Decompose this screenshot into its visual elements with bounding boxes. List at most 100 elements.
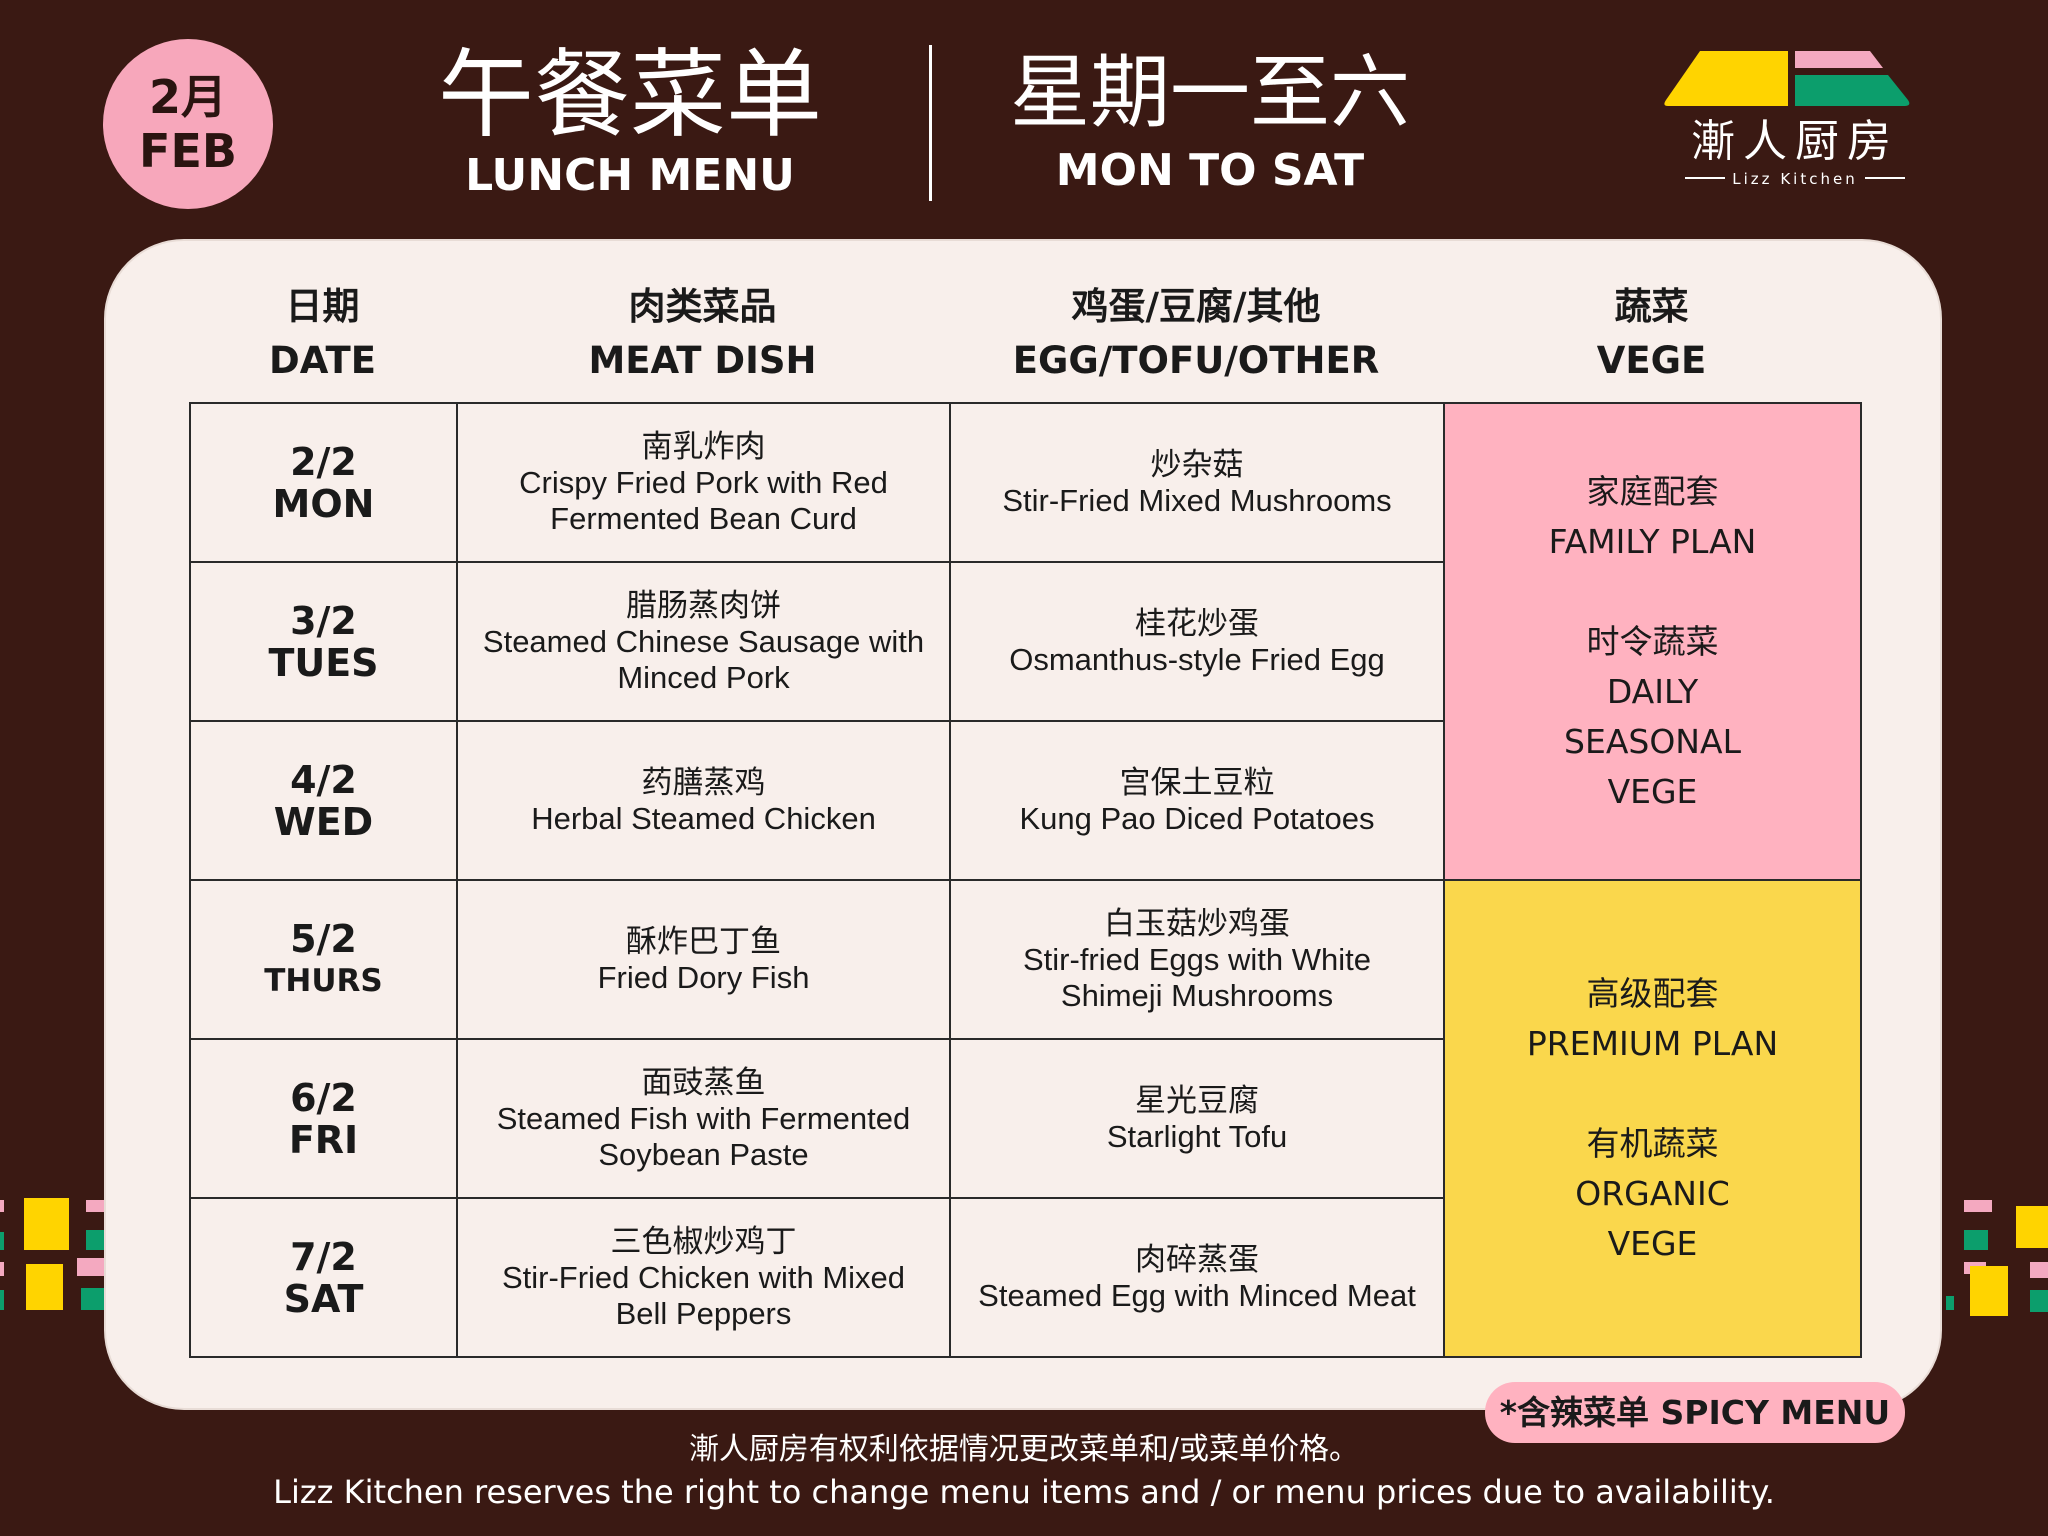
other-name-cn: 宫保土豆粒 <box>1119 764 1275 800</box>
days-en: MON TO SAT <box>1055 145 1365 196</box>
date: 6/2 <box>290 1075 357 1120</box>
other-name-en: Osmanthus-style Fried Egg <box>1009 641 1385 677</box>
header-vege: 蔬菜 VEGE <box>1443 280 1860 388</box>
vege-cn: 时令蔬菜 <box>1586 621 1719 661</box>
other-name-cn: 桂花炒蛋 <box>1135 605 1259 641</box>
weekday: THURS <box>264 962 383 999</box>
header-other: 鸡蛋/豆腐/其他 EGG/TOFU/OTHER <box>949 280 1443 388</box>
other-name-en: Stir-Fried Mixed Mushrooms <box>1002 482 1392 518</box>
other-cell: 肉碎蒸蛋 Steamed Egg with Minced Meat <box>949 1197 1445 1358</box>
other-cell: 桂花炒蛋 Osmanthus-style Fried Egg <box>949 561 1445 722</box>
vege-en: SEASONAL <box>1564 721 1741 761</box>
meat-name-cn: 酥炸巴丁鱼 <box>626 923 781 959</box>
title-divider <box>929 45 932 201</box>
meat-name-cn: 三色椒炒鸡丁 <box>610 1223 797 1259</box>
header-meat: 肉类菜品 MEAT DISH <box>456 280 949 388</box>
other-cell: 炒杂菇 Stir-Fried Mixed Mushrooms <box>949 402 1445 563</box>
weekday: SAT <box>283 1276 364 1321</box>
weekday: MON <box>272 481 375 526</box>
header-cn: 肉类菜品 <box>628 285 777 328</box>
date: 2/2 <box>290 439 357 484</box>
meat-name-cn: 药膳蒸鸡 <box>641 764 766 800</box>
month-en: FEB <box>139 124 237 178</box>
vege-en: VEGE <box>1607 771 1698 811</box>
meat-name-en: Herbal Steamed Chicken <box>531 800 876 836</box>
menu-row: 4/2 WED 药膳蒸鸡 Herbal Steamed Chicken 宫保土豆粒 K… <box>189 720 1861 881</box>
meat-name-cn: 南乳炸肉 <box>641 428 766 464</box>
weekday: WED <box>273 799 374 844</box>
meat-cell: 腊肠蒸肉饼 Steamed Chinese Sausage with Minced… <box>456 561 951 722</box>
plan-en: FAMILY PLAN <box>1548 521 1757 561</box>
menu-row: 2/2 MON 南乳炸肉 Crispy Fried Pork with Red Fe… <box>189 402 1862 881</box>
menu-row: 7/2 SAT 三色椒炒鸡丁 Stir-Fried Chicken with Mix… <box>189 1197 1861 1358</box>
vege-cn: 有机蔬菜 <box>1586 1123 1719 1163</box>
date-cell: 4/2 WED <box>189 720 458 881</box>
date-cell: 2/2 MON <box>189 402 458 563</box>
lizz-kitchen-logo: 漸人厨房 Lizz Kitchen <box>1660 48 1930 193</box>
header-en: DATE <box>269 339 376 382</box>
other-name-en: Kung Pao Diced Potatoes <box>1019 800 1375 836</box>
weekday: TUES <box>268 640 379 685</box>
header-cn: 蔬菜 <box>1614 285 1689 328</box>
vege-en: VEGE <box>1607 1223 1698 1263</box>
date-cell: 3/2 TUES <box>189 561 458 722</box>
meat-cell: 酥炸巴丁鱼 Fried Dory Fish <box>456 879 951 1040</box>
date: 3/2 <box>290 598 357 643</box>
other-name-cn: 白玉菇炒鸡蛋 <box>1104 905 1290 941</box>
menu-table: 2/2 MON 南乳炸肉 Crispy Fried Pork with Red Fe… <box>189 402 1862 1358</box>
footer-en: Lizz Kitchen reserves the right to chang… <box>273 1473 1775 1511</box>
date-cell: 5/2 THURS <box>189 879 458 1040</box>
header-date: 日期 DATE <box>189 280 456 388</box>
date-cell: 7/2 SAT <box>189 1197 458 1358</box>
plan-cn: 家庭配套 <box>1586 471 1719 511</box>
meat-name-en: Fried Dory Fish <box>597 959 810 995</box>
header-cn: 鸡蛋/豆腐/其他 <box>1071 285 1321 328</box>
footer-cn: 漸人厨房有权利依据情况更改菜单和/或菜单价格。 <box>688 1432 1360 1467</box>
spicy-menu-badge: *含辣菜单 SPICY MENU <box>1485 1382 1905 1443</box>
weekday: FRI <box>288 1117 359 1162</box>
meat-name-cn: 腊肠蒸肉饼 <box>626 587 781 623</box>
other-cell: 白玉菇炒鸡蛋 Stir-fried Eggs with White Shimeji… <box>949 879 1445 1040</box>
date-cell: 6/2 FRI <box>189 1038 458 1199</box>
plan-en: PREMIUM PLAN <box>1526 1023 1779 1063</box>
family-plan-cell: 家庭配套 FAMILY PLAN 时令蔬菜 DAILY SEASONAL VEGE <box>1443 402 1862 881</box>
title-en: LUNCH MENU <box>465 150 795 201</box>
other-name-cn: 炒杂菇 <box>1150 446 1244 482</box>
plan-cn: 高级配套 <box>1586 973 1719 1013</box>
vege-en: DAILY <box>1606 671 1699 711</box>
logo-text-cn: 漸人厨房 <box>1691 116 1899 167</box>
other-name-en: Stir-fried Eggs with White Shimeji Mushr… <box>1023 941 1371 1013</box>
meat-cell: 南乳炸肉 Crispy Fried Pork with Red Fermented… <box>456 402 951 563</box>
other-name-cn: 肉碎蒸蛋 <box>1135 1241 1259 1277</box>
premium-plan-cell: 高级配套 PREMIUM PLAN 有机蔬菜 ORGANIC VEGE <box>1443 879 1862 1358</box>
month-badge: 2月 FEB <box>103 39 273 209</box>
meat-name-en: Stir-Fried Chicken with Mixed Bell Peppe… <box>501 1259 906 1331</box>
header-en: VEGE <box>1596 339 1707 382</box>
title-cn: 午餐菜单 <box>438 39 822 151</box>
other-name-en: Starlight Tofu <box>1106 1118 1288 1154</box>
meat-cell: 药膳蒸鸡 Herbal Steamed Chicken <box>456 720 951 881</box>
other-cell: 星光豆腐 Starlight Tofu <box>949 1038 1445 1199</box>
logo-roof-icon: 漸人厨房 Lizz Kitchen <box>1664 51 1910 188</box>
other-name-cn: 星光豆腐 <box>1135 1082 1259 1118</box>
vege-en: ORGANIC <box>1575 1173 1730 1213</box>
days-cn: 星期一至六 <box>1010 46 1410 139</box>
date: 5/2 <box>290 916 357 961</box>
logo-text-en: Lizz Kitchen <box>1732 170 1857 188</box>
other-cell: 宫保土豆粒 Kung Pao Diced Potatoes <box>949 720 1445 881</box>
meat-name-en: Steamed Fish with Fermented Soybean Past… <box>496 1100 911 1172</box>
menu-row: 6/2 FRI 面豉蒸鱼 Steamed Fish with Fermented S… <box>189 1038 1861 1199</box>
meat-name-en: Crispy Fried Pork with Red Fermented Bea… <box>519 464 888 536</box>
menu-row: 3/2 TUES 腊肠蒸肉饼 Steamed Chinese Sausage wit… <box>189 561 1861 722</box>
meat-name-cn: 面豉蒸鱼 <box>641 1064 766 1100</box>
other-name-en: Steamed Egg with Minced Meat <box>978 1277 1416 1313</box>
header-en: MEAT DISH <box>588 339 817 382</box>
meat-cell: 面豉蒸鱼 Steamed Fish with Fermented Soybean … <box>456 1038 951 1199</box>
month-cn: 2月 <box>148 70 227 124</box>
date: 4/2 <box>290 757 357 802</box>
menu-row: 5/2 THURS 酥炸巴丁鱼 Fried Dory Fish 白玉菇炒鸡蛋 Stir… <box>189 879 1862 1358</box>
meat-name-en: Steamed Chinese Sausage with Minced Pork <box>482 623 925 695</box>
date: 7/2 <box>290 1234 357 1279</box>
header-cn: 日期 <box>285 285 360 328</box>
meat-cell: 三色椒炒鸡丁 Stir-Fried Chicken with Mixed Bell… <box>456 1197 951 1358</box>
